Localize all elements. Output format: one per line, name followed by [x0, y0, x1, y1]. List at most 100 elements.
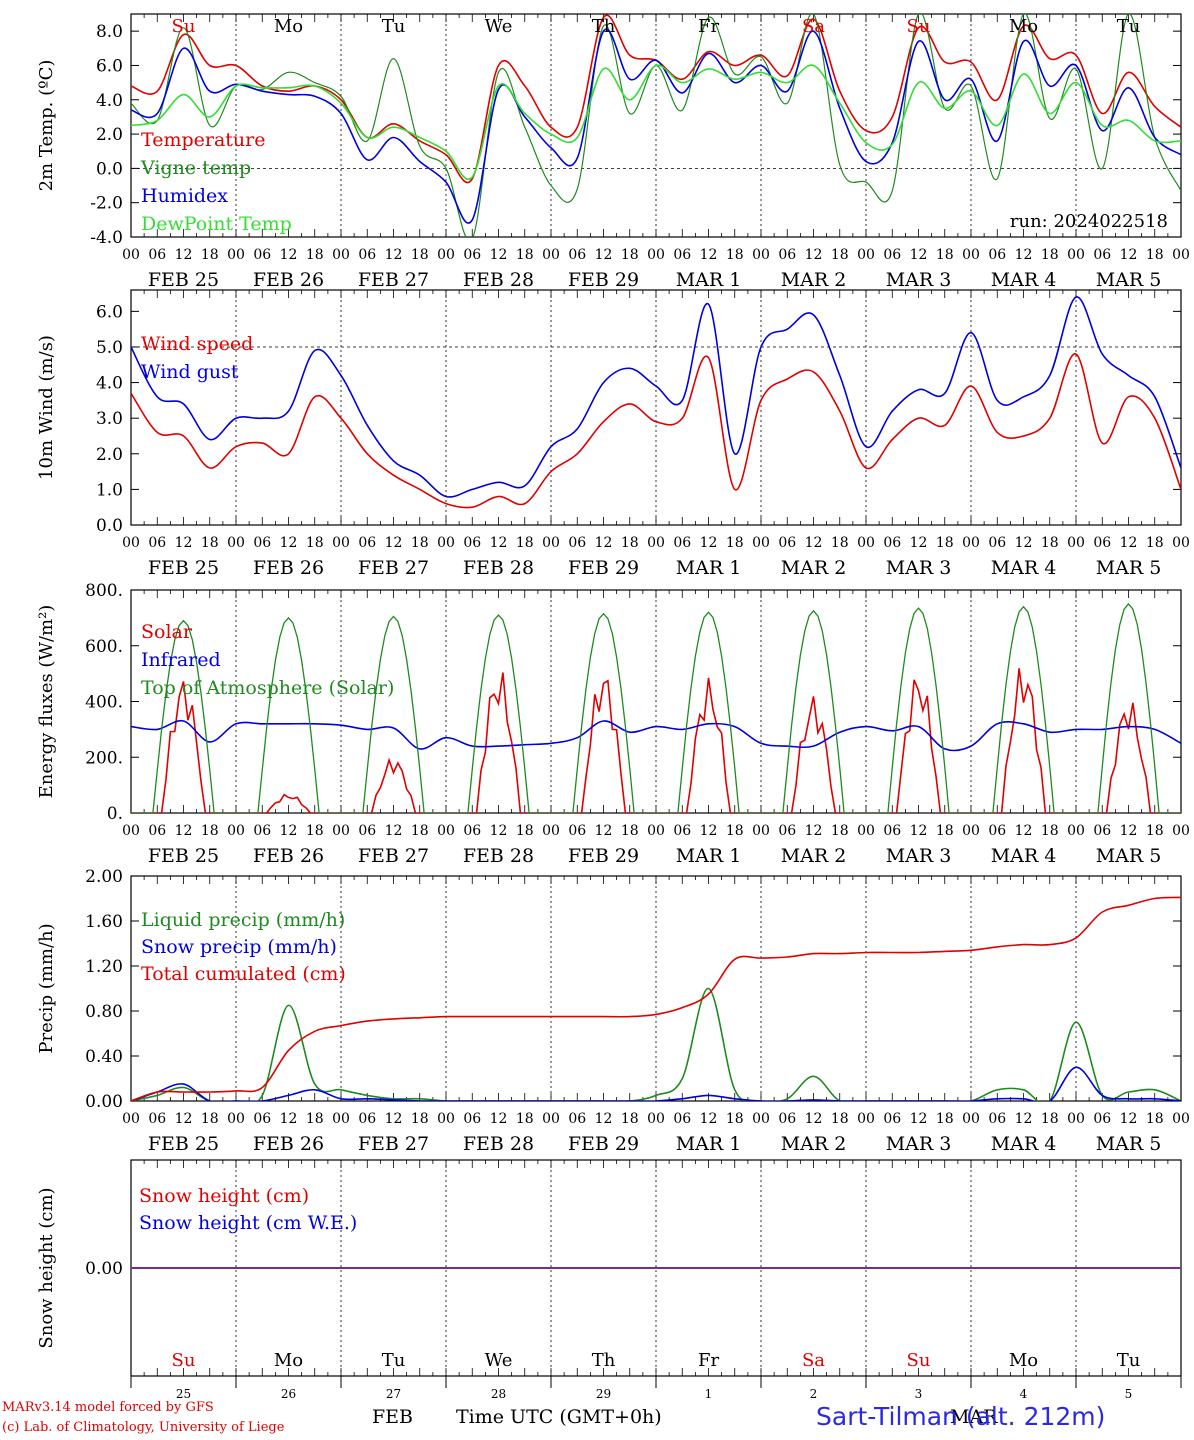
hour-tick-label: 06 [253, 535, 271, 551]
y-tick-label: 0.40 [85, 1047, 123, 1067]
hour-tick-label: 18 [516, 535, 534, 551]
hour-tick-label: 18 [201, 1111, 219, 1127]
weekday-label-top: Tu [382, 16, 406, 37]
hour-tick-label: 06 [568, 823, 586, 839]
hour-tick-label: 12 [385, 1111, 403, 1127]
hour-tick-label: 00 [437, 1111, 455, 1127]
date-label: MAR 4 [991, 557, 1057, 579]
hour-tick-label: 00 [122, 1111, 140, 1127]
y-axis-label: Snow height (cm) [36, 1187, 57, 1348]
hour-tick-label: 00 [857, 247, 875, 263]
date-label: MAR 3 [886, 1133, 952, 1155]
date-label: MAR 1 [676, 1133, 742, 1155]
day-number-label: 25 [176, 1387, 191, 1401]
hour-tick-label: 06 [988, 535, 1006, 551]
hour-tick-label: 06 [568, 1111, 586, 1127]
hour-tick-label: 12 [490, 535, 508, 551]
hour-tick-label: 00 [332, 247, 350, 263]
hour-tick-label: 18 [306, 535, 324, 551]
hour-tick-label: 06 [463, 1111, 481, 1127]
date-label: FEB 27 [358, 1133, 429, 1155]
hour-tick-label: 18 [621, 247, 639, 263]
date-label: FEB 29 [568, 845, 639, 867]
date-label: FEB 28 [463, 845, 534, 867]
weekday-label-bottom: Tu [382, 1350, 406, 1371]
hour-tick-label: 12 [595, 247, 613, 263]
hour-tick-label: 06 [358, 535, 376, 551]
date-label: MAR 2 [781, 845, 847, 867]
y-tick-label: 2.0 [96, 125, 123, 145]
date-label: MAR 3 [886, 845, 952, 867]
hour-tick-label: 18 [306, 247, 324, 263]
date-label: FEB 26 [253, 845, 324, 867]
day-number-label: 28 [491, 1387, 506, 1401]
hour-tick-label: 12 [1015, 535, 1033, 551]
hour-tick-label: 18 [201, 247, 219, 263]
series-total-cumulated-cm [131, 896, 1181, 1101]
hour-tick-label: 12 [700, 535, 718, 551]
hour-tick-label: 12 [910, 535, 928, 551]
series-top-of-atmosphere-solar [131, 602, 1181, 813]
y-tick-label: 0.00 [85, 1259, 123, 1279]
y-tick-label: 5.0 [96, 338, 123, 358]
hour-tick-label: 00 [437, 823, 455, 839]
hour-tick-label: 06 [253, 1111, 271, 1127]
hour-tick-label: 06 [358, 247, 376, 263]
hour-tick-label: 12 [1120, 1111, 1138, 1127]
hour-tick-label: 18 [411, 247, 429, 263]
weekday-label-top: Th [592, 16, 616, 37]
hour-tick-label: 00 [647, 247, 665, 263]
hour-tick-label: 00 [752, 535, 770, 551]
hour-tick-label: 06 [1093, 535, 1111, 551]
hour-tick-label: 18 [936, 535, 954, 551]
run-annotation: run: 2024022518 [1010, 211, 1168, 232]
date-label: MAR 4 [991, 1133, 1057, 1155]
hour-tick-label: 00 [1067, 1111, 1085, 1127]
legend-wind-gust: Wind gust [141, 361, 239, 383]
hour-tick-label: 00 [647, 823, 665, 839]
month-label-mar: MAR [950, 1406, 998, 1428]
series-wind-gust [131, 296, 1181, 498]
x-axis-label: Time UTC (GMT+0h) [456, 1406, 662, 1428]
hour-tick-label: 18 [1041, 1111, 1059, 1127]
hour-tick-label: 12 [910, 1111, 928, 1127]
date-label: FEB 28 [463, 557, 534, 579]
date-label: MAR 2 [781, 557, 847, 579]
hour-tick-label: 00 [1067, 823, 1085, 839]
date-label: FEB 25 [148, 557, 219, 579]
y-tick-label: -4.0 [90, 228, 123, 248]
hour-tick-label: 12 [490, 823, 508, 839]
hour-tick-label: 18 [1041, 247, 1059, 263]
hour-tick-label: 00 [962, 1111, 980, 1127]
weekday-label-bottom: Tu [1117, 1350, 1141, 1371]
weekday-label-bottom: Mo [274, 1350, 303, 1371]
hour-tick-label: 18 [411, 535, 429, 551]
date-label: FEB 26 [253, 557, 324, 579]
y-tick-label: 4.0 [96, 374, 123, 394]
legend-snow-height-cm: Snow height (cm) [139, 1185, 309, 1207]
hour-tick-label: 06 [463, 247, 481, 263]
date-label: FEB 29 [568, 269, 639, 291]
hour-tick-label: 00 [437, 247, 455, 263]
hour-tick-label: 12 [700, 823, 718, 839]
hour-tick-label: 06 [988, 823, 1006, 839]
hour-tick-label: 06 [148, 1111, 166, 1127]
date-label: FEB 25 [148, 1133, 219, 1155]
hour-tick-label: 00 [332, 1111, 350, 1127]
hour-tick-label: 18 [411, 823, 429, 839]
hour-tick-label: 06 [148, 247, 166, 263]
hour-tick-label: 18 [831, 247, 849, 263]
hour-tick-label: 18 [621, 1111, 639, 1127]
hour-tick-label: 06 [988, 247, 1006, 263]
legend-snow-height-cm-w-e: Snow height (cm W.E.) [139, 1212, 357, 1234]
weekday-label-bottom: Mo [1009, 1350, 1038, 1371]
series-dewpoint-temp [131, 64, 1181, 181]
hour-tick-label: 12 [280, 247, 298, 263]
legend-wind-speed: Wind speed [141, 333, 253, 355]
hour-tick-label: 12 [385, 247, 403, 263]
weekday-label-top: We [485, 16, 513, 37]
hour-tick-label: 00 [122, 823, 140, 839]
y-tick-label: 0.0 [96, 159, 123, 179]
hour-tick-label: 12 [595, 823, 613, 839]
hour-tick-label: 12 [805, 247, 823, 263]
